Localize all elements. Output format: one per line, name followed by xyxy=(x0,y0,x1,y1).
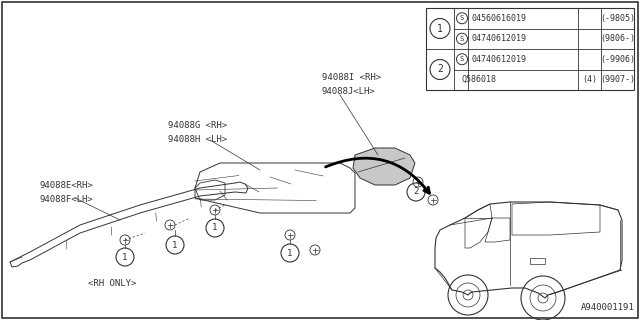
FancyArrowPatch shape xyxy=(326,158,429,193)
Text: 94088J<LH>: 94088J<LH> xyxy=(322,87,376,97)
Text: 2: 2 xyxy=(437,65,443,75)
Text: 1: 1 xyxy=(212,223,218,233)
Text: (-9906): (-9906) xyxy=(600,55,635,64)
Text: Q586018: Q586018 xyxy=(462,75,497,84)
Polygon shape xyxy=(353,148,415,185)
Text: S: S xyxy=(460,56,464,62)
Text: 1: 1 xyxy=(437,23,443,34)
Text: (9907-): (9907-) xyxy=(600,75,635,84)
Text: (9806-): (9806-) xyxy=(600,34,635,43)
Text: 04740612019: 04740612019 xyxy=(472,55,527,64)
Text: 94088F<LH>: 94088F<LH> xyxy=(40,195,93,204)
Text: (-9805): (-9805) xyxy=(600,14,635,23)
Text: 94088E<RH>: 94088E<RH> xyxy=(40,180,93,189)
Bar xyxy=(426,8,634,90)
Text: 1: 1 xyxy=(122,252,128,261)
Text: S: S xyxy=(460,15,464,21)
Text: 94088G <RH>: 94088G <RH> xyxy=(168,121,227,130)
Text: A940001191: A940001191 xyxy=(581,303,635,313)
Text: 94088I <RH>: 94088I <RH> xyxy=(322,74,381,83)
Text: 04740612019: 04740612019 xyxy=(472,34,527,43)
Text: (4): (4) xyxy=(582,75,597,84)
Text: 04560616019: 04560616019 xyxy=(472,14,527,23)
Bar xyxy=(530,258,545,264)
Text: 94088H <LH>: 94088H <LH> xyxy=(168,134,227,143)
Text: S: S xyxy=(460,36,464,42)
Text: 2: 2 xyxy=(413,188,419,196)
Text: 1: 1 xyxy=(287,249,292,258)
Text: 1: 1 xyxy=(172,241,178,250)
Text: <RH ONLY>: <RH ONLY> xyxy=(88,279,136,289)
